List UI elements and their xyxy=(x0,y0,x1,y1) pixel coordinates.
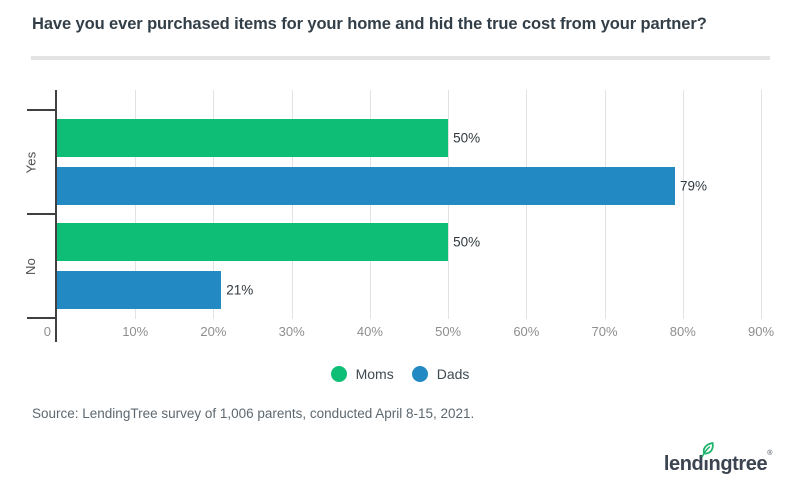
x-tick-label-30: 30% xyxy=(278,324,305,339)
logo-dot-cover xyxy=(703,454,709,460)
bar-value-label: 21% xyxy=(226,282,254,298)
grid-line-80 xyxy=(682,90,684,319)
x-tick-label-80: 80% xyxy=(669,324,696,339)
bar-chart-plot-area: 0 10% 20% 30% 40% 50% 60% 70% 80% 90% Yes 50% 79% No 5… xyxy=(24,90,774,342)
logo-text-part3: ngtree xyxy=(708,453,768,475)
y-axis-line xyxy=(55,90,57,342)
x-tick-label-50: 50% xyxy=(435,324,462,339)
logo-letter-i: i xyxy=(701,441,715,476)
bar-value-label: 50% xyxy=(453,234,481,250)
y-axis-tick xyxy=(27,213,57,215)
x-tick-label-10: 10% xyxy=(122,324,149,339)
legend-label-dads: Dads xyxy=(436,366,470,382)
title-divider xyxy=(31,56,770,60)
category-label-yes: Yes xyxy=(23,151,39,173)
y-axis-tick xyxy=(27,317,57,319)
x-tick-label-20: 20% xyxy=(200,324,227,339)
y-axis-tick xyxy=(27,109,57,111)
bar-dads-yes xyxy=(57,167,675,205)
dads-swatch-icon xyxy=(411,366,428,382)
leaf-icon xyxy=(701,441,715,458)
moms-swatch-icon xyxy=(330,366,347,382)
bar-moms-yes xyxy=(57,119,449,157)
logo-text-part1: lend xyxy=(663,453,704,475)
legend-label-moms: Moms xyxy=(355,366,394,382)
x-tick-label-0: 0 xyxy=(43,324,51,339)
category-label-no: No xyxy=(23,257,39,275)
bar-moms-no xyxy=(57,223,449,261)
grid-line-90 xyxy=(761,90,762,319)
bar-value-label: 79% xyxy=(679,178,707,194)
legend-item-dads: Dads xyxy=(411,366,470,382)
lendingtree-logo: lend i ngtree ® xyxy=(663,441,772,476)
x-tick-label-70: 70% xyxy=(591,324,618,339)
x-tick-label-90: 90% xyxy=(747,324,775,339)
bar-value-label: 50% xyxy=(453,130,481,146)
bar-dads-no xyxy=(57,271,222,309)
x-tick-label-60: 60% xyxy=(513,324,540,339)
legend-item-moms: Moms xyxy=(330,366,394,382)
registered-trademark: ® xyxy=(767,450,772,457)
legend: Moms Dads xyxy=(0,366,800,382)
source-note: Source: LendingTree survey of 1,006 pare… xyxy=(32,406,475,421)
x-tick-label-40: 40% xyxy=(356,324,383,339)
chart-title: Have you ever purchased items for your h… xyxy=(32,15,707,33)
